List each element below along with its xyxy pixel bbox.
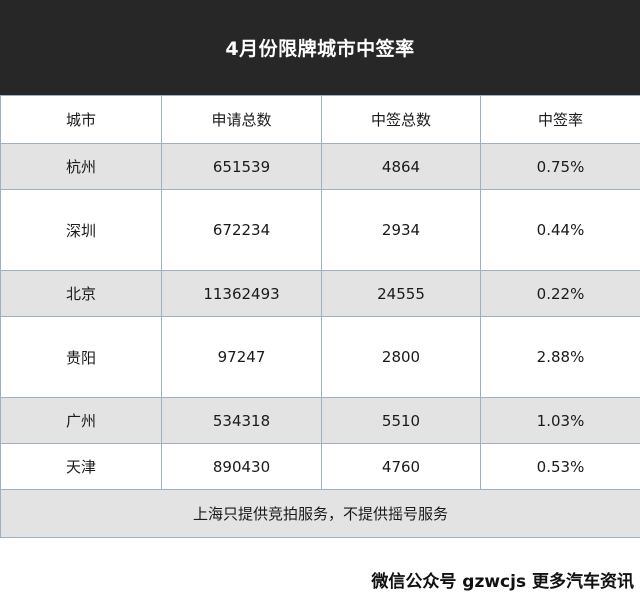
- cell-city: 杭州: [0, 143, 162, 190]
- cell-rate: 0.75%: [480, 143, 640, 190]
- table-row: 天津 890430 4760 0.53%: [0, 443, 640, 490]
- cell-applications: 11362493: [161, 270, 322, 317]
- table-row: 贵阳 97247 2800 2.88%: [0, 316, 640, 398]
- title-bar: 4月份限牌城市中签率: [0, 0, 640, 95]
- header-applications: 申请总数: [161, 95, 322, 144]
- cell-winners: 5510: [321, 397, 481, 444]
- cell-city: 深圳: [0, 189, 162, 271]
- cell-city: 贵阳: [0, 316, 162, 398]
- cell-applications: 672234: [161, 189, 322, 271]
- cell-city: 天津: [0, 443, 162, 490]
- cell-applications: 651539: [161, 143, 322, 190]
- header-city: 城市: [0, 95, 162, 144]
- cell-winners: 4760: [321, 443, 481, 490]
- table-row: 杭州 651539 4864 0.75%: [0, 143, 640, 190]
- cell-winners: 2934: [321, 189, 481, 271]
- lottery-rate-table: 城市 申请总数 中签总数 中签率 杭州 651539 4864 0.75% 深圳…: [0, 95, 640, 538]
- table-row: 北京 11362493 24555 0.22%: [0, 270, 640, 317]
- header-winners: 中签总数: [321, 95, 481, 144]
- cell-applications: 534318: [161, 397, 322, 444]
- cell-city: 北京: [0, 270, 162, 317]
- cell-winners: 24555: [321, 270, 481, 317]
- cell-applications: 890430: [161, 443, 322, 490]
- footer-watermark-text: 微信公众号 gzwcjs 更多汽车资讯: [371, 572, 634, 592]
- cell-applications: 97247: [161, 316, 322, 398]
- page-title: 4月份限牌城市中签率: [225, 38, 415, 60]
- table-header-row: 城市 申请总数 中签总数 中签率: [0, 95, 640, 144]
- table-row: 广州 534318 5510 1.03%: [0, 397, 640, 444]
- table-note-row: 上海只提供竞拍服务，不提供摇号服务: [0, 489, 640, 538]
- cell-rate: 0.22%: [480, 270, 640, 317]
- cell-rate: 2.88%: [480, 316, 640, 398]
- cell-rate: 0.44%: [480, 189, 640, 271]
- cell-winners: 4864: [321, 143, 481, 190]
- table-row: 深圳 672234 2934 0.44%: [0, 189, 640, 271]
- header-rate: 中签率: [480, 95, 640, 144]
- table-note: 上海只提供竞拍服务，不提供摇号服务: [0, 489, 640, 538]
- cell-rate: 0.53%: [480, 443, 640, 490]
- cell-rate: 1.03%: [480, 397, 640, 444]
- cell-winners: 2800: [321, 316, 481, 398]
- cell-city: 广州: [0, 397, 162, 444]
